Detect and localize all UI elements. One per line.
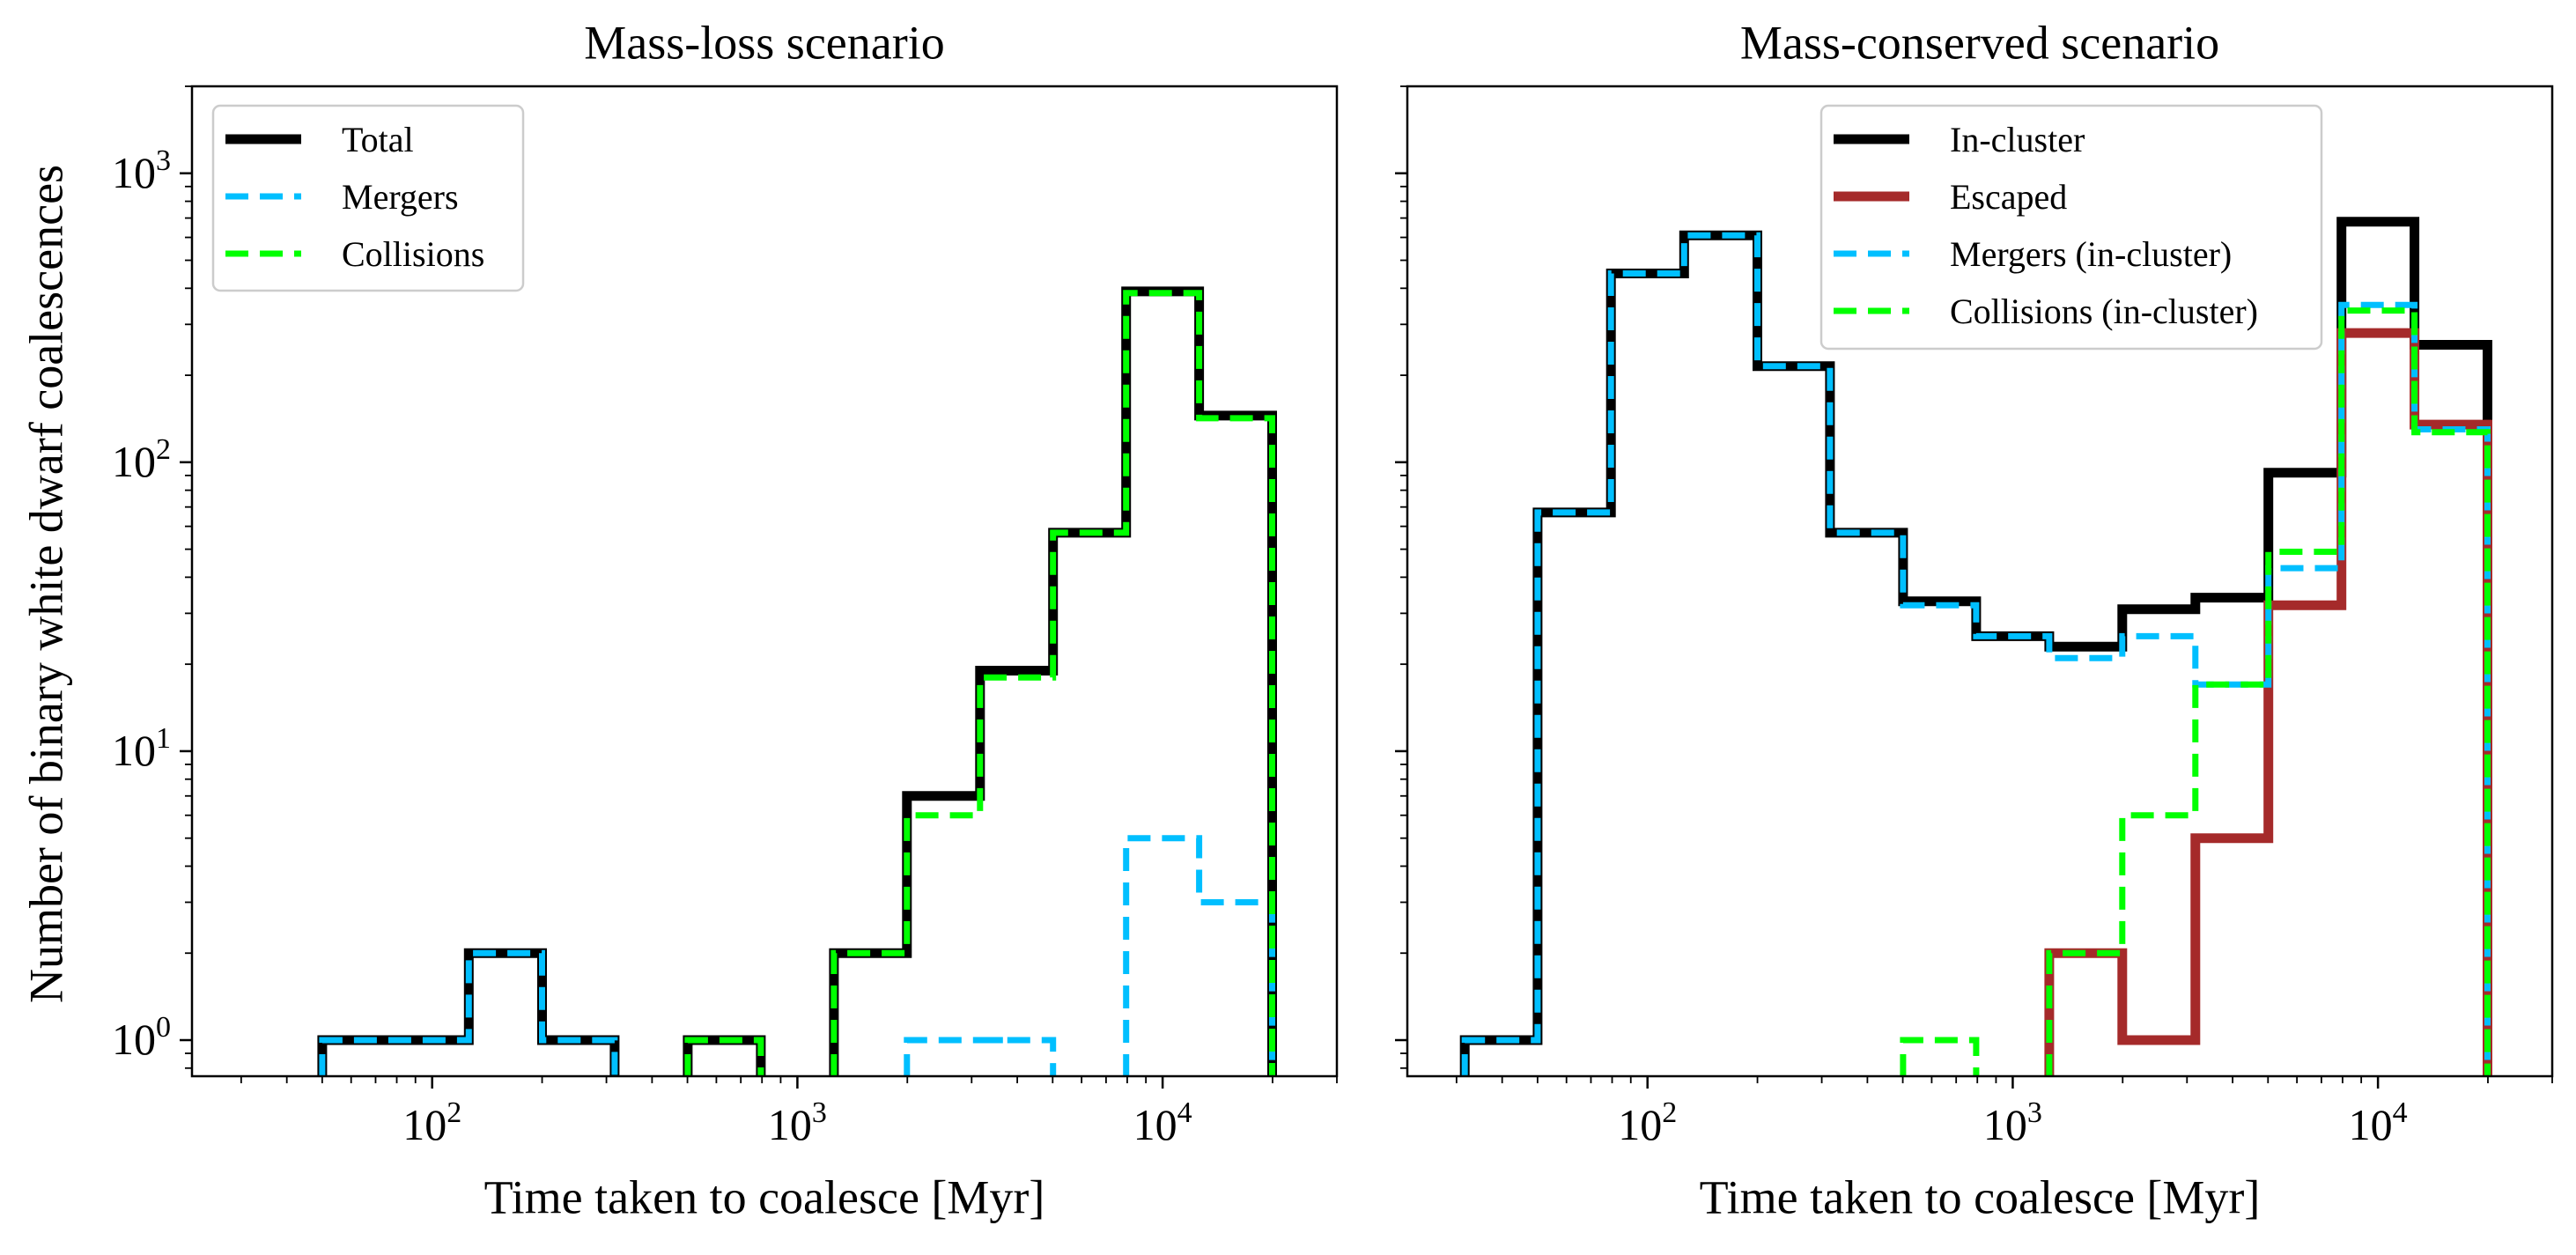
legend-entry-label: Total [342,120,414,159]
y-axis-label: Number of binary white dwarf coalescence… [19,165,72,1003]
mass-loss-legend: Total Mergers Collisions [211,104,525,292]
x-tick-label: 104 [1133,1096,1192,1149]
x-tick-exponent: 4 [2393,1096,2408,1129]
histogram-step-line [2046,307,2491,1076]
y-tick-exponent: 2 [156,433,171,466]
histogram-step-line [830,290,1275,1076]
y-tick-label: 103 [112,144,171,197]
histogram-step-line [317,948,620,1076]
x-tick-label: 102 [1618,1096,1677,1149]
legend-entry-label: Mergers [342,177,459,217]
x-tick-base: 10 [1618,1100,1662,1149]
y-tick-exponent: 3 [156,144,171,177]
y-tick-label: 102 [112,433,171,486]
mass-conserved-series-group [1459,217,2492,1076]
mass-conserved-y-ticks [1395,85,1407,1069]
x-tick-exponent: 2 [1662,1096,1677,1129]
mass-loss-x-axis-label: Time taken to coalesce [Myr] [484,1170,1045,1223]
legend-entry-label: Escaped [1950,177,2067,217]
histogram-step-line [904,1037,1057,1076]
y-tick-label: 101 [112,722,171,775]
mass-loss-plot-area: 102 103 104100101102103TotalMergersCollisi… [112,85,1339,1149]
x-tick-label: 102 [402,1096,461,1149]
legend-entry-label: Collisions (in-cluster) [1950,292,2258,331]
x-tick-label: 103 [768,1096,827,1149]
x-tick-exponent: 3 [2027,1096,2042,1129]
x-tick-base: 10 [768,1100,812,1149]
y-tick-exponent: 1 [156,722,171,755]
x-tick-label: 104 [2349,1096,2408,1149]
mass-loss-axes-frame [190,85,1339,1078]
y-tick-base: 10 [112,437,156,486]
mass-conserved-x-ticks: 102 103 104 [1455,1076,2553,1149]
x-tick-base: 10 [402,1100,447,1149]
x-tick-base: 10 [2349,1100,2393,1149]
x-tick-exponent: 4 [1177,1096,1192,1129]
y-tick-exponent: 0 [156,1011,171,1044]
mass-conserved-x-axis-label: Time taken to coalesce [Myr] [1700,1170,2261,1223]
legend-frame [211,104,525,292]
mass-loss-panel-title: Mass-loss scenario [584,16,944,69]
mass-loss-x-ticks: 102 103 104 [240,1076,1338,1149]
x-tick-base: 10 [1983,1100,2027,1149]
x-tick-label: 103 [1983,1096,2042,1149]
legend-entry-label: Collisions [342,234,484,274]
mass-conserved-panel: Mass-conserved scenario 102 103 104In-clus… [1395,16,2554,1223]
mass-loss-panel: Mass-loss scenario 102 103 104100101102103… [112,16,1339,1223]
y-tick-base: 10 [112,726,156,775]
legend-entry-label: In-cluster [1950,120,2085,159]
x-tick-exponent: 2 [447,1096,461,1129]
mass-conserved-axes-frame [1406,85,2554,1078]
legend-entry-label: Mergers (in-cluster) [1950,234,2232,274]
x-tick-base: 10 [1133,1100,1177,1149]
legend-frame [1819,104,2323,351]
y-tick-label: 100 [112,1011,171,1064]
y-tick-base: 10 [112,1015,156,1064]
y-tick-base: 10 [112,148,156,197]
mass-conserved-legend: In-cluster Escaped Mergers (in-cluster) Col… [1819,104,2323,351]
x-tick-exponent: 3 [812,1096,827,1129]
mass-conserved-panel-title: Mass-conserved scenario [1740,16,2219,69]
